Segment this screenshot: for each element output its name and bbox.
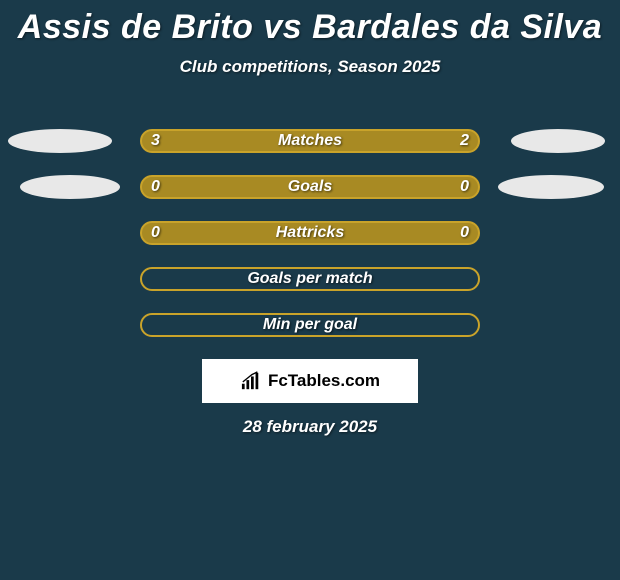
stat-label: Goals per match (247, 270, 372, 288)
stat-rows: Matches 3 2 Goals 0 0 Hattricks 0 0 Goals per mat… (0, 129, 620, 341)
stat-bar: Matches (140, 129, 480, 153)
stat-row: Goals per match (0, 267, 620, 295)
stat-value-left: 3 (151, 132, 160, 150)
stat-label: Min per goal (263, 316, 357, 334)
logo-box: FcTables.com (202, 359, 418, 403)
player-ellipse-left (20, 175, 120, 199)
stat-bar: Goals per match (140, 267, 480, 291)
stat-label: Goals (288, 178, 332, 196)
stat-bar: Min per goal (140, 313, 480, 337)
stat-row: Matches 3 2 (0, 129, 620, 157)
stat-value-left: 0 (151, 224, 160, 242)
stat-bar: Hattricks (140, 221, 480, 245)
page-title: Assis de Brito vs Bardales da Silva (0, 0, 620, 47)
chart-icon (240, 371, 262, 391)
player-ellipse-right (498, 175, 604, 199)
stat-label: Matches (278, 132, 342, 150)
stat-value-right: 0 (460, 224, 469, 242)
logo-text: FcTables.com (268, 371, 380, 391)
footer-date: 28 february 2025 (0, 417, 620, 437)
page-subtitle: Club competitions, Season 2025 (0, 57, 620, 77)
stat-bar: Goals (140, 175, 480, 199)
stat-row: Goals 0 0 (0, 175, 620, 203)
stat-row: Hattricks 0 0 (0, 221, 620, 249)
player-ellipse-left (8, 129, 112, 153)
stat-value-right: 0 (460, 178, 469, 196)
stat-label: Hattricks (276, 224, 344, 242)
stat-value-left: 0 (151, 178, 160, 196)
stat-row: Min per goal (0, 313, 620, 341)
stat-value-right: 2 (460, 132, 469, 150)
player-ellipse-right (511, 129, 605, 153)
